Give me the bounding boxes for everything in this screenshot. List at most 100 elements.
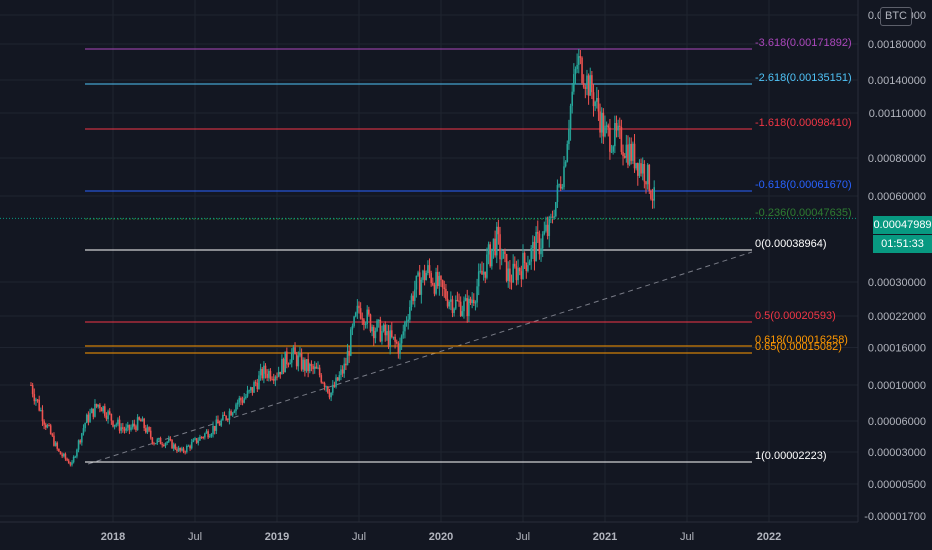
candle-body	[518, 268, 521, 272]
candle-body	[453, 308, 455, 313]
candle-body	[289, 362, 291, 365]
candle-body	[568, 129, 570, 144]
candle-body	[315, 366, 318, 369]
candle-body	[459, 301, 462, 316]
candle-body	[525, 262, 528, 272]
candle-body	[491, 248, 493, 267]
candle-body	[573, 74, 575, 92]
candle-body	[284, 351, 286, 373]
candle-body	[199, 436, 201, 441]
candle-body	[122, 427, 124, 429]
candle-body	[145, 428, 147, 433]
candle-body	[153, 443, 155, 445]
candle-body	[468, 298, 470, 317]
candle-body	[120, 427, 122, 431]
candle-body	[423, 270, 426, 281]
candle-body	[38, 399, 40, 411]
currency-badge[interactable]: BTC	[880, 7, 912, 26]
candle-body	[637, 162, 639, 176]
candle-body	[61, 454, 63, 457]
candle-body	[261, 368, 264, 379]
candle-body	[418, 272, 421, 295]
candle-body	[340, 369, 342, 376]
candle-body	[30, 385, 32, 386]
candle-body	[545, 224, 547, 231]
candle-body	[422, 270, 424, 280]
candle-body	[384, 324, 387, 336]
candle-body	[469, 298, 472, 304]
candle-body	[391, 330, 393, 338]
candle-body	[612, 146, 614, 152]
candle-body	[317, 367, 319, 369]
candle-body	[97, 404, 100, 407]
candle-body	[528, 261, 531, 266]
candle-body	[290, 353, 293, 363]
candle-body	[112, 420, 114, 427]
candle-body	[36, 399, 39, 401]
candle-body	[118, 419, 121, 431]
candle-body	[648, 164, 651, 192]
candle-body	[143, 418, 145, 429]
candle-body	[71, 462, 73, 465]
candle-body	[74, 456, 77, 458]
candle-body	[54, 442, 57, 446]
candle-body	[574, 69, 577, 75]
candle-body	[220, 420, 223, 426]
candle-body	[263, 365, 265, 379]
candle-body	[363, 319, 365, 325]
candle-body	[194, 438, 196, 440]
x-tick-label: 2019	[265, 531, 289, 543]
candle-body	[356, 305, 359, 313]
candle-body	[336, 377, 339, 381]
candle-body	[56, 442, 59, 449]
candle-body	[602, 112, 605, 137]
candle-body	[466, 298, 469, 317]
candle-body	[589, 75, 592, 96]
fib-label: -0.236(0.00047635)	[755, 207, 852, 219]
candle-body	[63, 453, 65, 457]
candle-body	[181, 448, 183, 451]
candle-body	[556, 185, 559, 202]
candle-body	[610, 151, 613, 153]
candle-body	[163, 445, 165, 447]
candle-body	[489, 244, 491, 267]
candle-body	[430, 273, 432, 284]
candle-body	[582, 82, 585, 88]
y-tick-label: 0.00180000	[868, 39, 926, 51]
candle-body	[212, 425, 214, 435]
candle-body	[99, 404, 101, 408]
candle-body	[179, 447, 182, 451]
candle-body	[456, 299, 459, 301]
candle-body	[541, 234, 544, 249]
candle-body	[523, 252, 526, 263]
candle-body	[254, 382, 257, 384]
candle-body	[154, 443, 157, 445]
candle-body	[331, 384, 334, 393]
candle-body	[115, 424, 118, 426]
candle-body	[386, 331, 388, 336]
candle-body	[264, 365, 267, 374]
candle-body	[320, 375, 323, 383]
candle-body	[653, 187, 655, 201]
candle-body	[195, 438, 198, 443]
candle-body	[151, 437, 154, 444]
candle-body	[95, 403, 98, 407]
candle-body	[202, 437, 204, 439]
fib-label: -3.618(0.00171892)	[755, 37, 852, 49]
trend-line	[87, 251, 753, 465]
candle-body	[318, 367, 321, 376]
candle-body	[402, 331, 405, 336]
candle-body	[174, 444, 177, 450]
candle-body	[146, 427, 149, 433]
candle-body	[473, 299, 475, 304]
candle-body	[177, 447, 180, 452]
candle-body	[343, 363, 346, 374]
candle-body	[67, 460, 70, 464]
candle-body	[310, 364, 313, 366]
candle-body	[294, 347, 296, 355]
candle-body	[77, 440, 80, 450]
candle-body	[474, 302, 477, 304]
candle-body	[233, 411, 236, 413]
